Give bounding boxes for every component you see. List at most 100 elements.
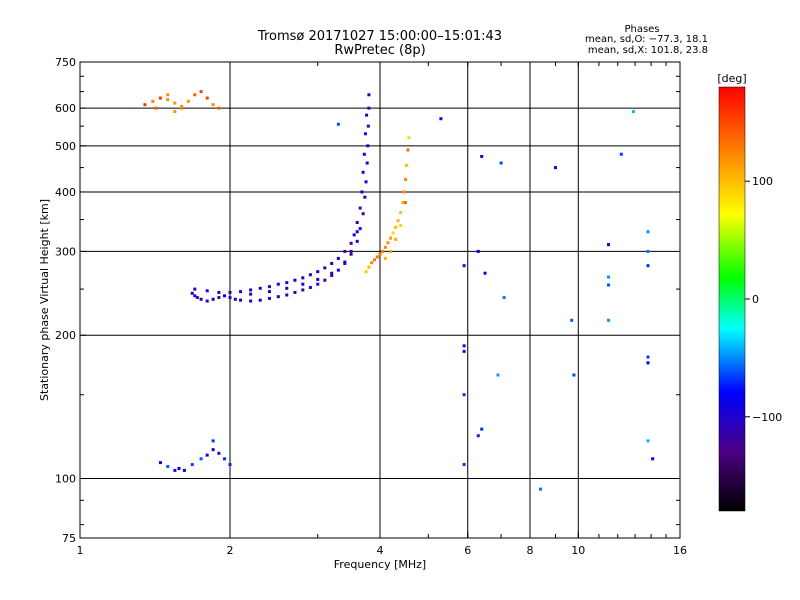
data-point [383, 245, 387, 249]
data-point [462, 264, 466, 268]
y-tick-label: 750 [55, 56, 76, 69]
data-point [336, 122, 340, 126]
data-point [361, 170, 365, 174]
data-point [166, 98, 170, 102]
data-point [258, 286, 262, 290]
data-point [476, 249, 480, 253]
data-point [173, 110, 177, 114]
data-point [173, 468, 177, 472]
data-point [249, 288, 253, 292]
data-point [394, 237, 398, 241]
data-point [386, 241, 390, 245]
colorbar-label: [deg] [717, 72, 746, 85]
data-point [381, 249, 385, 253]
data-point [367, 106, 371, 110]
data-point [355, 239, 359, 243]
data-point [233, 297, 237, 301]
data-point [378, 252, 382, 256]
data-point [193, 93, 197, 97]
x-tick-label: 4 [377, 544, 384, 557]
data-point [293, 290, 297, 294]
data-point [177, 466, 181, 470]
data-point [375, 255, 379, 259]
data-point [316, 277, 320, 281]
colorbar-tick-label: 0 [752, 293, 759, 306]
data-point [336, 256, 340, 260]
data-point [316, 282, 320, 286]
data-point [366, 144, 370, 148]
data-point [363, 132, 367, 136]
data-point [403, 190, 407, 194]
data-point [646, 439, 650, 443]
data-point [323, 278, 327, 282]
data-point [476, 434, 480, 438]
y-tick-label: 100 [55, 473, 76, 486]
data-point [158, 461, 162, 465]
data-point [364, 180, 368, 184]
data-point [646, 355, 650, 359]
colorbar-tick-label: −100 [752, 411, 782, 424]
colorbar-tick-label: 100 [752, 175, 773, 188]
data-point [389, 249, 393, 253]
data-point [158, 96, 162, 100]
data-point [323, 266, 327, 270]
data-point [308, 273, 312, 277]
data-point [166, 464, 170, 468]
data-point [258, 298, 262, 302]
data-point [404, 163, 408, 167]
data-point [646, 264, 650, 268]
data-point [182, 468, 186, 472]
data-point [607, 283, 611, 287]
data-point [651, 457, 655, 461]
data-point [366, 124, 370, 128]
data-point [365, 161, 369, 165]
data-point [249, 292, 253, 296]
x-tick-label: 16 [673, 544, 687, 557]
data-point [646, 230, 650, 234]
x-axis: 1 2 4 6 8 10 16 [77, 62, 687, 557]
data-point [301, 276, 305, 280]
y-tick-label: 300 [55, 245, 76, 258]
colorbar [718, 86, 746, 512]
data-point [349, 252, 353, 256]
data-point [190, 463, 194, 467]
data-point [462, 344, 466, 348]
data-point [193, 294, 197, 298]
data-point [343, 249, 347, 253]
data-point [186, 99, 190, 103]
data-point [180, 106, 184, 110]
data-point [607, 275, 611, 279]
data-point [228, 296, 232, 300]
data-point [364, 270, 368, 274]
data-point [607, 243, 611, 247]
data-point [480, 427, 484, 431]
data-point [403, 201, 407, 205]
y-tick-label: 200 [55, 329, 76, 342]
data-point [276, 282, 280, 286]
chart-title: Tromsø 20171027 15:00:00–15:01:43 [257, 29, 502, 44]
y-axis-label: Stationary phase Virtual Height [km] [38, 199, 51, 401]
y-tick-label: 600 [55, 102, 76, 115]
data-point [151, 99, 155, 103]
data-point [483, 271, 487, 275]
data-point [267, 290, 271, 294]
data-point [308, 285, 312, 289]
data-point [383, 256, 387, 260]
data-point [336, 268, 340, 272]
data-point [401, 201, 405, 205]
data-point [373, 258, 377, 262]
data-point [154, 106, 158, 110]
data-point [619, 152, 623, 156]
stats-o: mean, sd,O: −77.3, 18.1 [585, 34, 708, 45]
x-tick-label: 2 [227, 544, 234, 557]
data-point [199, 297, 203, 301]
data-point [399, 211, 403, 215]
data-point [228, 463, 232, 467]
data-point [239, 298, 243, 302]
data-point [193, 287, 197, 291]
data-point [407, 136, 411, 140]
x-tick-label: 1 [77, 544, 84, 557]
data-point [462, 393, 466, 397]
y-axis: 75 100 200 300 400 500 600 750 [55, 56, 680, 545]
data-point [607, 318, 611, 322]
